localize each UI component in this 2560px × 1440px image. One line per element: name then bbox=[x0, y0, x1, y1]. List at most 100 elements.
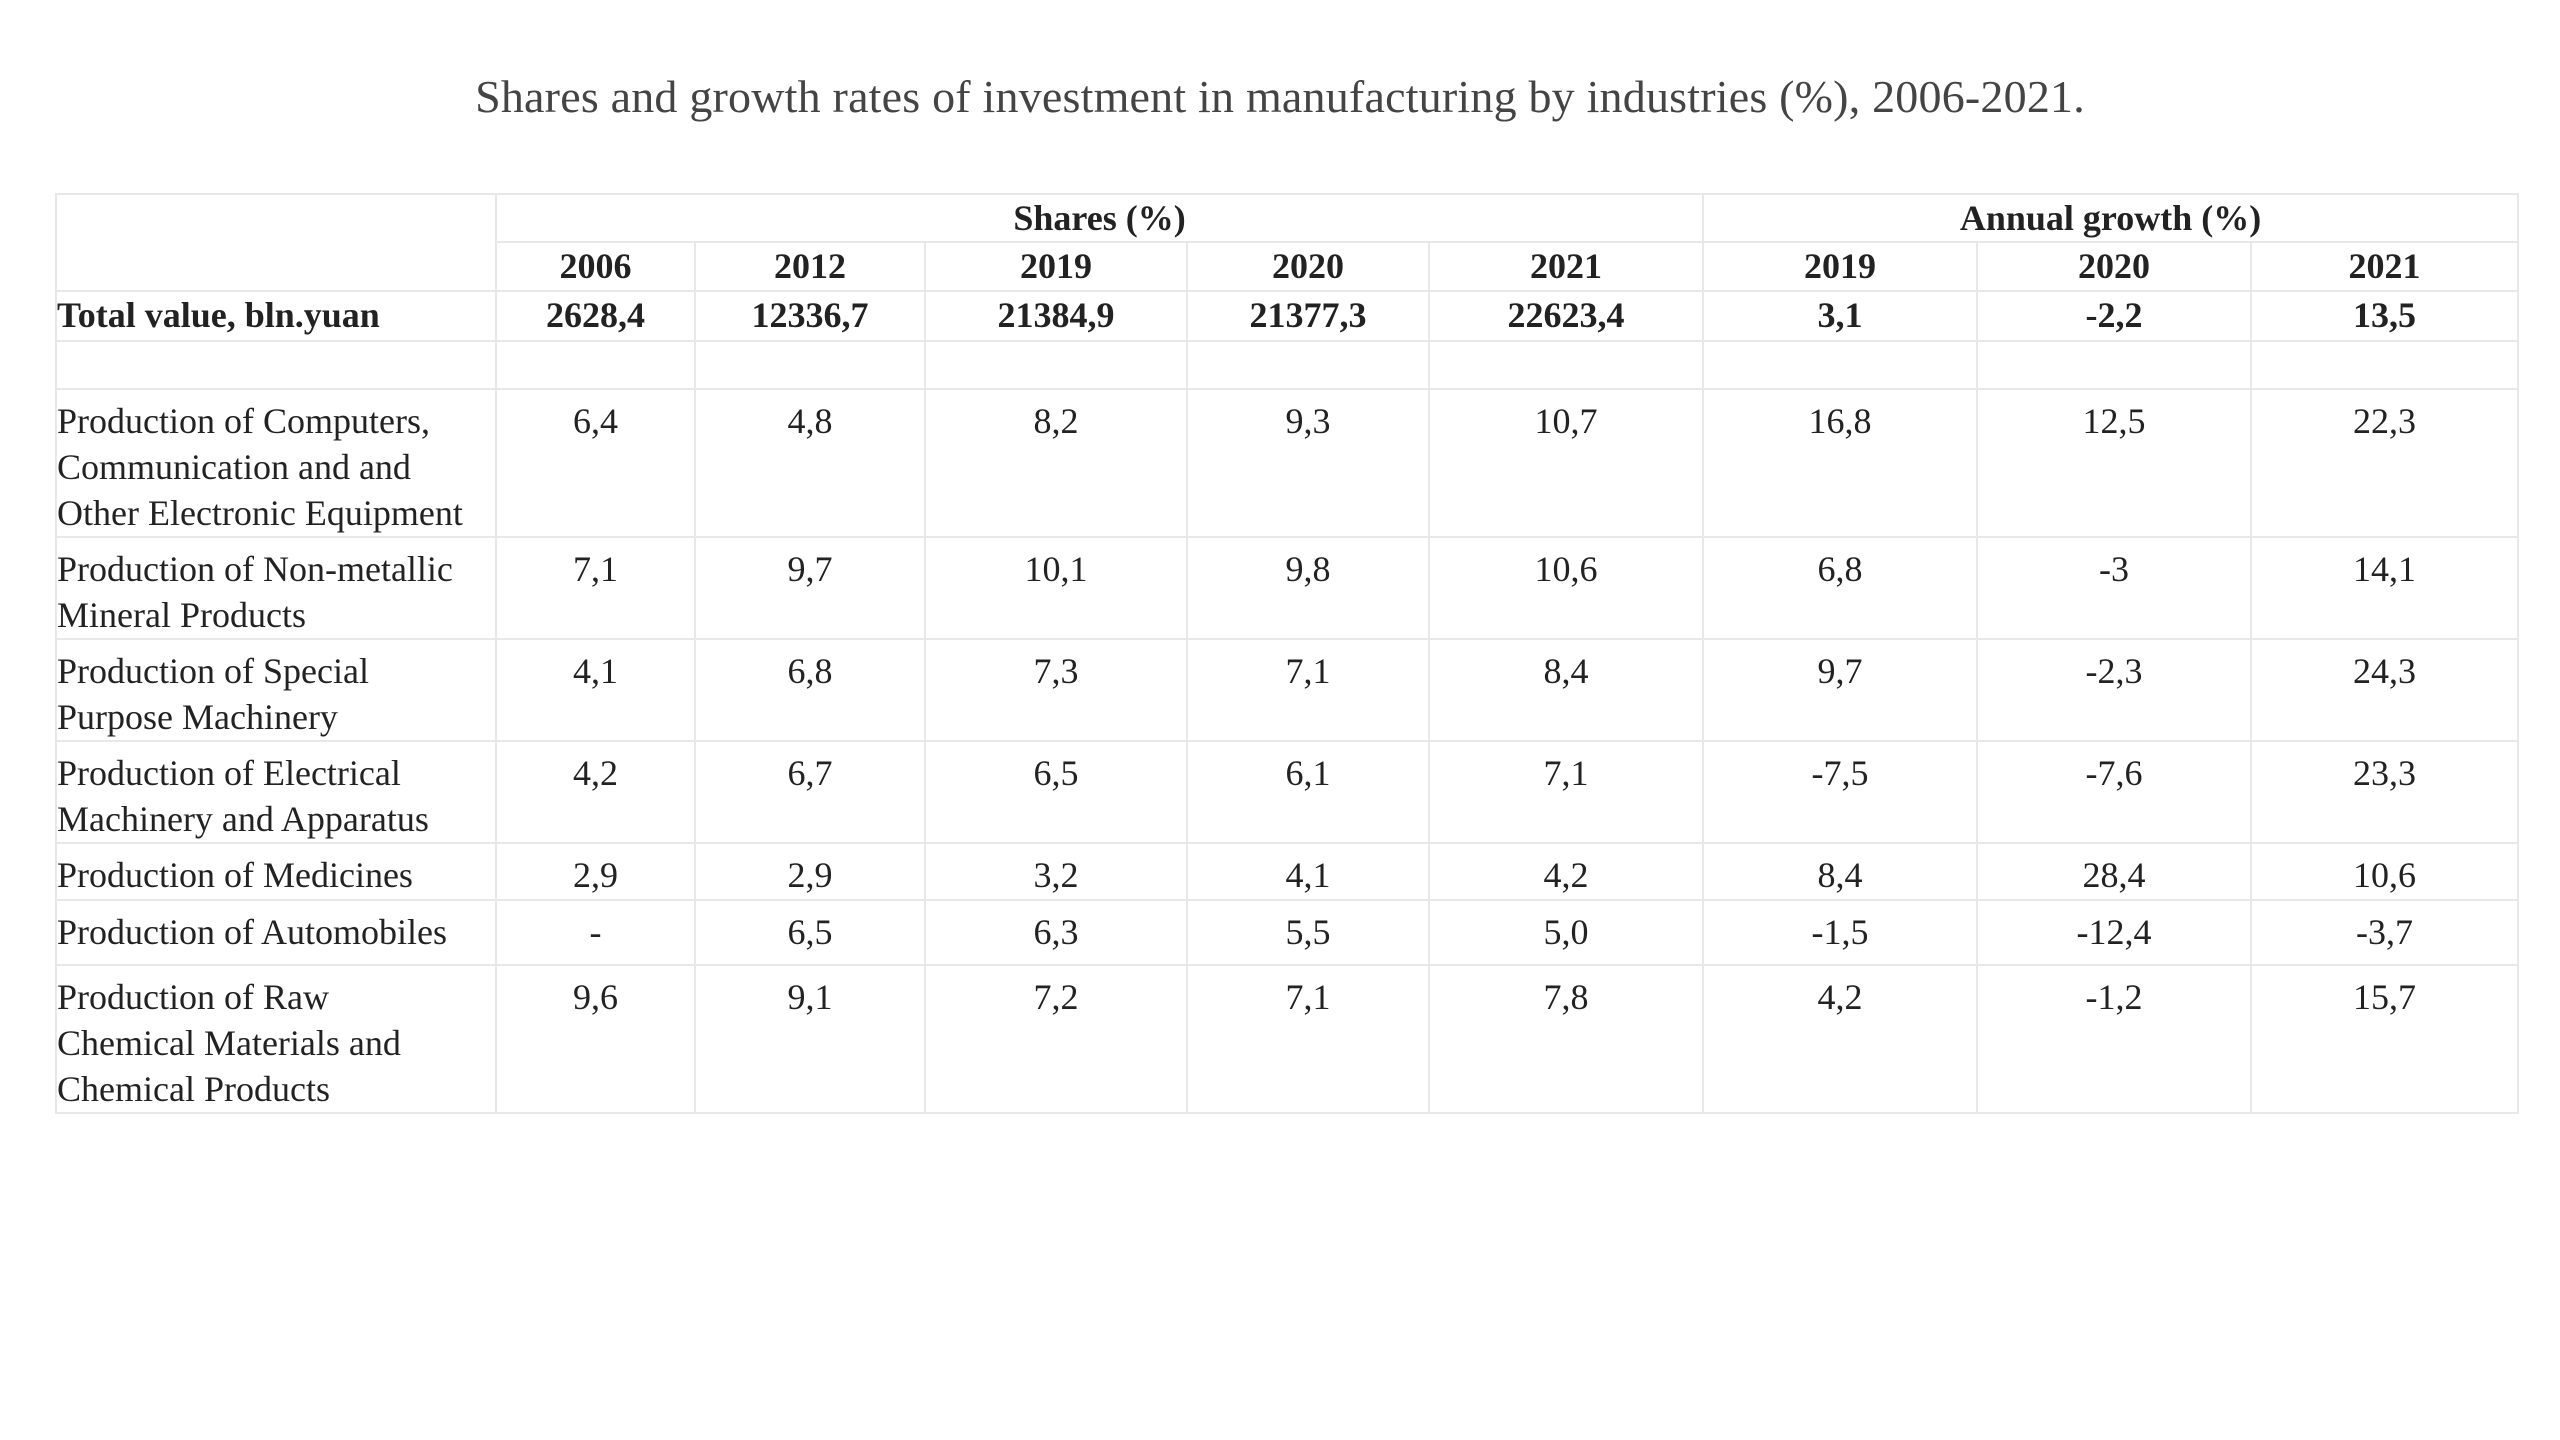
empty-cell bbox=[1702, 340, 1979, 390]
column-header: 2020 bbox=[1976, 241, 2253, 292]
table-cell: -7,5 bbox=[1702, 740, 1979, 844]
column-header: 2019 bbox=[924, 241, 1188, 292]
row-label: Production of Computers, Communication an… bbox=[55, 388, 497, 538]
table-cell: 6,1 bbox=[1186, 740, 1430, 844]
table-cell: 10,1 bbox=[924, 536, 1188, 640]
column-header: 2021 bbox=[1427, 241, 1705, 292]
table-cell: 10,6 bbox=[2250, 842, 2520, 901]
table-cell: 15,7 bbox=[2250, 964, 2520, 1114]
table-cell: 5,5 bbox=[1186, 899, 1430, 966]
row-label: Production of Medicines bbox=[55, 842, 497, 901]
table-cell: 9,8 bbox=[1186, 536, 1430, 640]
column-header: 2006 bbox=[495, 241, 696, 292]
table-row: Production of Raw Chemical Materials and C… bbox=[55, 964, 2520, 1114]
total-cell: 13,5 bbox=[2250, 290, 2520, 342]
shares-group-header: Shares (%) bbox=[494, 193, 1705, 243]
table-row: Production of Non-metallic Mineral Produc… bbox=[55, 536, 2520, 640]
column-header: 2012 bbox=[694, 241, 926, 292]
investment-table: Shares (%) Annual growth (%) 2006 2012 2… bbox=[55, 193, 2520, 1114]
table-cell: 9,7 bbox=[694, 536, 926, 640]
table-cell: 7,1 bbox=[1186, 964, 1430, 1114]
table-cell: 8,4 bbox=[1427, 638, 1705, 742]
total-cell: 21377,3 bbox=[1186, 290, 1430, 342]
total-cell: 12336,7 bbox=[694, 290, 926, 342]
table-cell: - bbox=[495, 899, 696, 966]
table-cell: 8,4 bbox=[1702, 842, 1979, 901]
row-label: Production of Non-metallic Mineral Produc… bbox=[55, 536, 497, 640]
table-cell: 4,8 bbox=[694, 388, 926, 538]
table-cell: 3,2 bbox=[924, 842, 1188, 901]
table-cell: 16,8 bbox=[1702, 388, 1979, 538]
table-cell: 24,3 bbox=[2250, 638, 2520, 742]
table-cell: -2,3 bbox=[1976, 638, 2253, 742]
corner-cell bbox=[55, 193, 497, 292]
table-cell: -1,2 bbox=[1976, 964, 2253, 1114]
total-cell: -2,2 bbox=[1976, 290, 2253, 342]
empty-cell bbox=[1427, 340, 1705, 390]
total-label: Total value, bln.yuan bbox=[55, 290, 497, 342]
table-cell: 5,0 bbox=[1427, 899, 1705, 966]
table-cell: -12,4 bbox=[1976, 899, 2253, 966]
total-cell: 3,1 bbox=[1702, 290, 1979, 342]
table-cell: 2,9 bbox=[694, 842, 926, 901]
table-cell: 4,1 bbox=[495, 638, 696, 742]
table-cell: -7,6 bbox=[1976, 740, 2253, 844]
table-cell: 23,3 bbox=[2250, 740, 2520, 844]
table-cell: -3,7 bbox=[2250, 899, 2520, 966]
empty-cell bbox=[924, 340, 1188, 390]
table-cell: 10,6 bbox=[1427, 536, 1705, 640]
table-cell: 6,4 bbox=[495, 388, 696, 538]
table-row: Production of Computers, Communication an… bbox=[55, 388, 2520, 538]
column-header: 2021 bbox=[2250, 241, 2520, 292]
table-cell: 7,1 bbox=[495, 536, 696, 640]
row-label: Production of Raw Chemical Materials and C… bbox=[55, 964, 497, 1114]
table-cell: 6,8 bbox=[1702, 536, 1979, 640]
growth-group-header: Annual growth (%) bbox=[1702, 193, 2520, 243]
row-label: Production of Special Purpose Machinery bbox=[55, 638, 497, 742]
empty-cell bbox=[1976, 340, 2253, 390]
year-header-row: 2006 2012 2019 2020 2021 2019 2020 2021 bbox=[56, 241, 2520, 292]
empty-cell bbox=[55, 340, 497, 390]
table-cell: 4,2 bbox=[1702, 964, 1979, 1114]
table-cell: 6,5 bbox=[924, 740, 1188, 844]
empty-cell bbox=[2250, 340, 2520, 390]
table-cell: 6,7 bbox=[694, 740, 926, 844]
table-cell: 22,3 bbox=[2250, 388, 2520, 538]
empty-cell bbox=[1186, 340, 1430, 390]
spacer-row bbox=[55, 340, 2520, 390]
column-header: 2019 bbox=[1702, 241, 1979, 292]
table-cell: 28,4 bbox=[1976, 842, 2253, 901]
table-cell: -3 bbox=[1976, 536, 2253, 640]
column-header: 2020 bbox=[1186, 241, 1430, 292]
table-row: Production of Electrical Machinery and Ap… bbox=[55, 740, 2520, 844]
table-cell: -1,5 bbox=[1702, 899, 1979, 966]
table-cell: 4,1 bbox=[1186, 842, 1430, 901]
table-row: Production of Medicines 2,9 2,9 3,2 4,1 … bbox=[55, 842, 2520, 901]
table-cell: 7,1 bbox=[1427, 740, 1705, 844]
row-label: Production of Automobiles bbox=[55, 899, 497, 966]
table-row: Production of Special Purpose Machinery 4… bbox=[55, 638, 2520, 742]
table-cell: 6,3 bbox=[924, 899, 1188, 966]
table-cell: 9,6 bbox=[495, 964, 696, 1114]
table-cell: 7,3 bbox=[924, 638, 1188, 742]
table-cell: 6,8 bbox=[694, 638, 926, 742]
total-cell: 22623,4 bbox=[1427, 290, 1705, 342]
table-row: Production of Automobiles - 6,5 6,3 5,5 … bbox=[55, 899, 2520, 966]
group-header-row: Shares (%) Annual growth (%) bbox=[55, 193, 2520, 292]
table-cell: 7,8 bbox=[1427, 964, 1705, 1114]
total-cell: 21384,9 bbox=[924, 290, 1188, 342]
table-cell: 2,9 bbox=[495, 842, 696, 901]
table-cell: 9,3 bbox=[1186, 388, 1430, 538]
table-cell: 9,1 bbox=[694, 964, 926, 1114]
table-cell: 10,7 bbox=[1427, 388, 1705, 538]
total-cell: 2628,4 bbox=[495, 290, 696, 342]
total-row: Total value, bln.yuan 2628,4 12336,7 213… bbox=[55, 290, 2520, 342]
row-label: Production of Electrical Machinery and Ap… bbox=[55, 740, 497, 844]
table-cell: 9,7 bbox=[1702, 638, 1979, 742]
table-cell: 12,5 bbox=[1976, 388, 2253, 538]
table-cell: 4,2 bbox=[495, 740, 696, 844]
table-cell: 4,2 bbox=[1427, 842, 1705, 901]
table-cell: 7,2 bbox=[924, 964, 1188, 1114]
table-cell: 7,1 bbox=[1186, 638, 1430, 742]
table-title: Shares and growth rates of investment in… bbox=[475, 71, 2085, 122]
